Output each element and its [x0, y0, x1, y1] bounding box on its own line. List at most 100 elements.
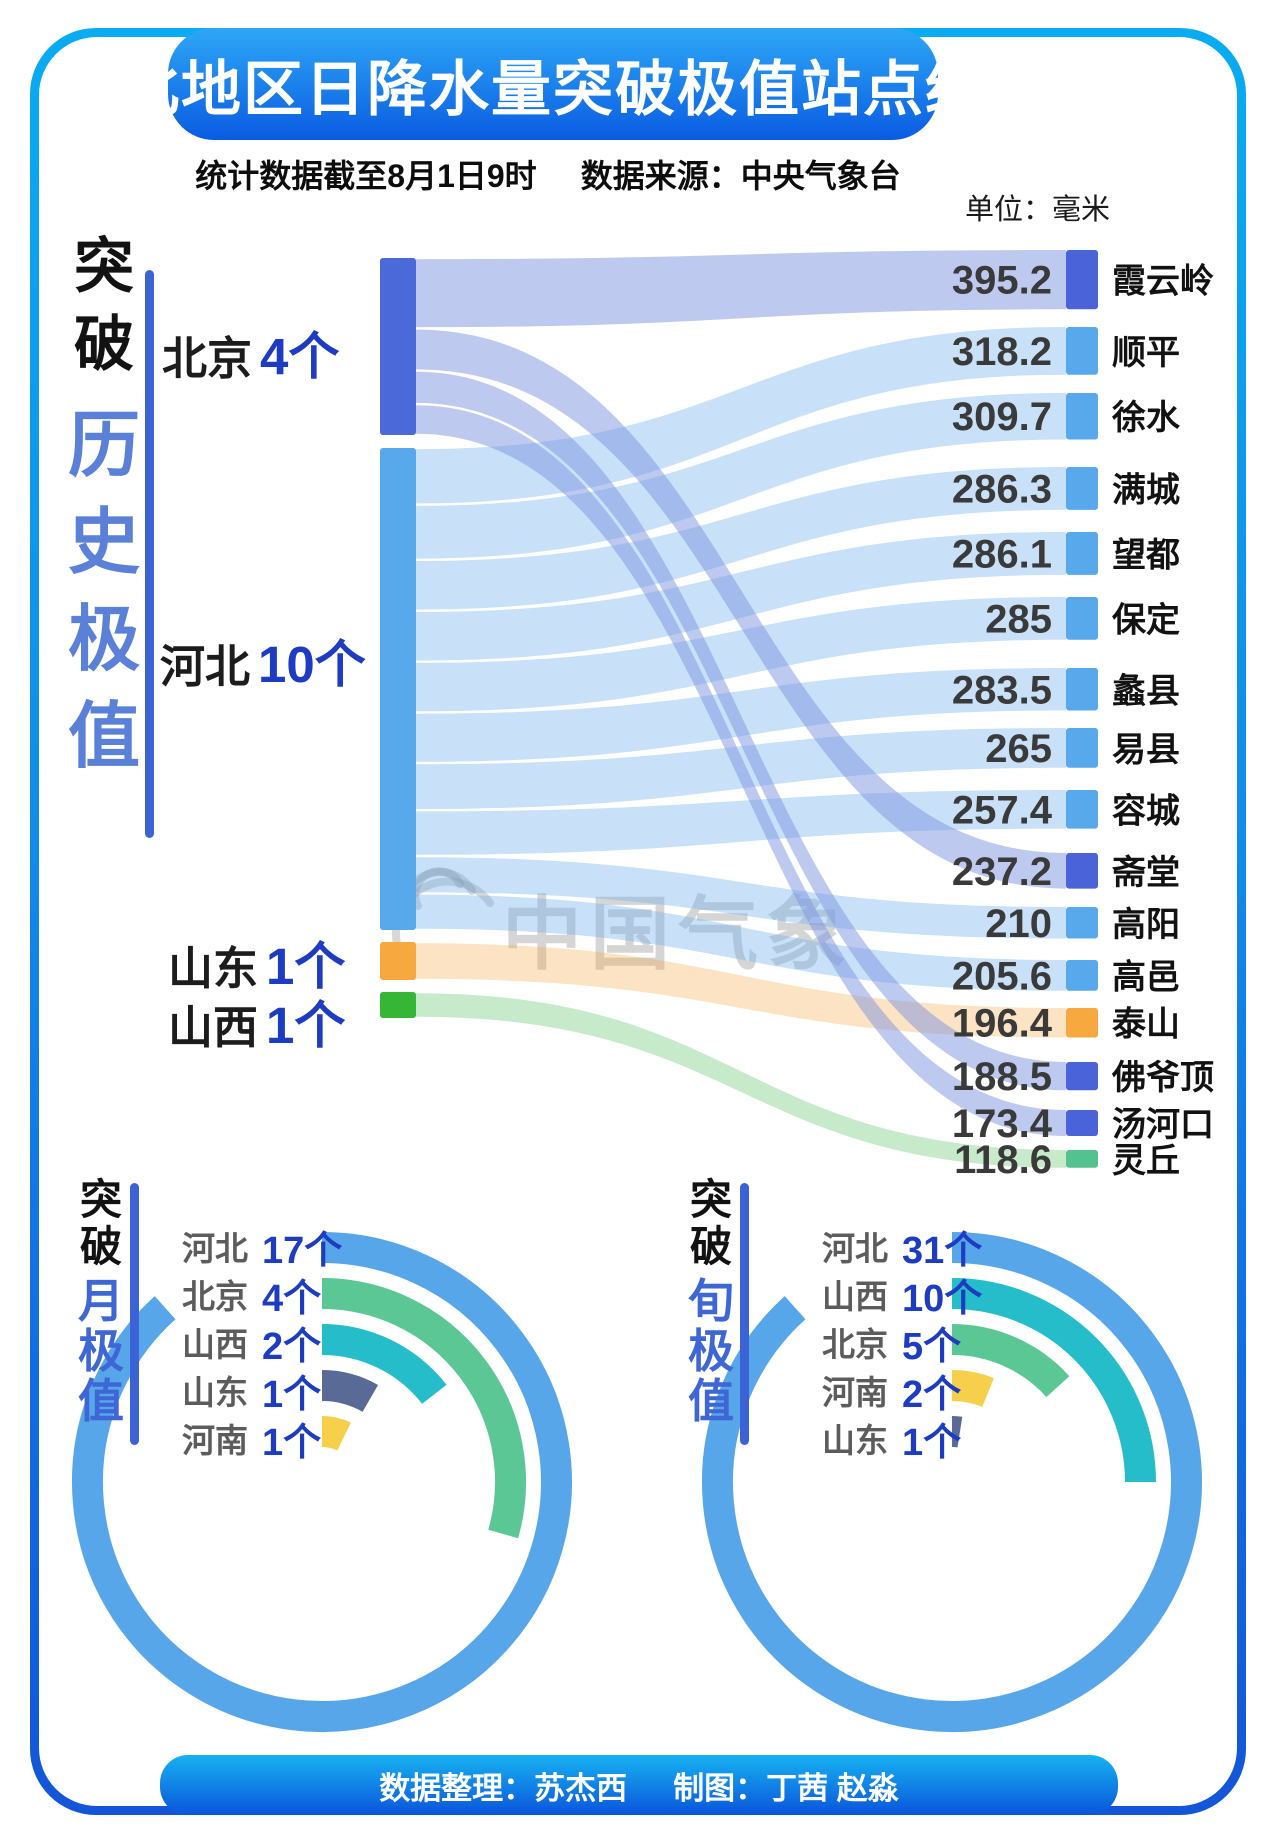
sankey-ribbons	[416, 250, 1066, 1168]
sankey-ribbon	[416, 393, 1066, 559]
station-name: 容城	[1112, 792, 1180, 830]
section-divider-history	[145, 270, 154, 838]
legend-province: 河南	[822, 1374, 888, 1411]
legend-province: 河南	[182, 1422, 248, 1459]
ring-arc	[951, 1278, 1156, 1483]
legend-count: 1个	[262, 1373, 322, 1416]
tag-black-part: 突破	[64, 228, 144, 384]
sankey-station-node	[1066, 1110, 1098, 1136]
ring-arc	[321, 1324, 447, 1405]
sankey-ribbon	[416, 405, 1066, 1136]
tag-char: 值	[688, 1375, 734, 1427]
ring-arc	[72, 1232, 572, 1732]
tag-char: 破	[689, 1223, 732, 1270]
subtitle-source: 数据来源：中央气象台	[580, 158, 901, 194]
tag-char: 旬	[688, 1275, 734, 1327]
sankey-station-node	[1066, 790, 1098, 829]
station-value: 205.6	[952, 954, 1052, 998]
station-name: 满城	[1112, 472, 1180, 510]
sankey-ribbon	[416, 993, 1066, 1168]
legend-count: 5个	[902, 1325, 962, 1368]
ring-arc	[951, 1416, 963, 1448]
page-border	[30, 28, 1246, 1815]
sankey-ribbon	[416, 857, 1066, 939]
page-title: 华北地区日降水量突破极值站点统计	[57, 55, 1049, 123]
sankey-station-node	[1066, 1008, 1098, 1038]
station-name: 高邑	[1112, 958, 1180, 996]
section-divider-month	[130, 1183, 139, 1445]
tag-black-part: 突破	[68, 1176, 134, 1270]
sankey-ribbon	[416, 467, 1066, 610]
sankey-station-node	[1066, 668, 1098, 711]
tag-char: 值	[78, 1375, 124, 1427]
station-value: 285	[985, 597, 1052, 641]
sankey-source-label: 北京 4个	[162, 315, 339, 389]
station-name: 保定	[1112, 601, 1180, 639]
sankey-source-bars	[380, 258, 416, 1018]
station-value: 265	[985, 727, 1052, 771]
subtitle: 统计数据截至8月1日9时 数据来源：中央气象台	[0, 151, 1096, 197]
station-value: 210	[985, 902, 1052, 946]
station-value: 286.1	[952, 533, 1052, 577]
legend-province: 河北	[822, 1230, 888, 1267]
source-station-count: 4个	[260, 328, 340, 385]
station-name: 汤河口	[1112, 1106, 1214, 1144]
legend-province: 山东	[822, 1422, 888, 1459]
unit-label: 单位：毫米	[964, 194, 1110, 226]
legend-row: 北京 4个	[158, 1270, 342, 1320]
legend-row: 河南 2个	[792, 1366, 982, 1416]
station-value: 283.5	[952, 668, 1052, 712]
ring-arc	[321, 1278, 526, 1539]
sankey-station-rows: 395.2 霞云岭 318.2 顺平 309.7 徐水 286.3 满城 286.1 望都 285 保…	[952, 250, 1214, 1182]
station-name: 泰山	[1112, 1006, 1180, 1044]
ring-arc	[951, 1324, 1070, 1398]
tag-blue-part: 历史极值	[64, 398, 144, 786]
legend-province: 山西	[822, 1278, 888, 1315]
section-title-xun-extreme: 突破旬极值	[678, 1176, 744, 1426]
source-station-count: 1个	[266, 938, 346, 995]
sankey-source-bar	[380, 448, 416, 930]
footer-banner: 数据整理：苏杰西 制图：丁茜 赵淼	[160, 1755, 1118, 1815]
source-province-name: 北京	[162, 333, 253, 384]
sankey-station-node	[1066, 1150, 1098, 1168]
sankey-ribbon	[416, 668, 1066, 762]
station-name: 顺平	[1112, 334, 1180, 372]
station-value: 286.3	[952, 468, 1052, 512]
sankey-source-label: 河北 10个	[160, 623, 366, 697]
tag-black-part: 突破	[678, 1176, 744, 1270]
ring-arc	[321, 1416, 351, 1451]
ring-arc	[702, 1232, 1202, 1732]
sankey-ribbon	[416, 329, 1066, 889]
legend-month-extreme: 河北 17个 北京 4个 山西 2个 山东 1个 河南 1个	[158, 1222, 342, 1464]
station-name: 佛爷顶	[1111, 1059, 1214, 1097]
legend-row: 山东 1个	[792, 1414, 982, 1464]
legend-row: 山东 1个	[158, 1366, 342, 1416]
station-name: 徐水	[1111, 399, 1181, 437]
tag-char: 突	[79, 1176, 122, 1223]
legend-row: 河南 1个	[158, 1414, 342, 1464]
legend-count: 31个	[902, 1229, 983, 1272]
legend-count: 2个	[902, 1373, 962, 1416]
station-name: 易县	[1112, 731, 1180, 769]
legend-count: 4个	[262, 1277, 322, 1320]
footer-chart-credit: 制图：丁茜 赵淼	[673, 1770, 899, 1806]
legend-row: 北京 5个	[792, 1318, 982, 1368]
station-name: 蠡县	[1112, 672, 1180, 710]
station-name: 望都	[1112, 537, 1180, 575]
sankey-source-bar	[380, 942, 416, 980]
legend-province: 河北	[182, 1230, 248, 1267]
station-value: 173.4	[952, 1102, 1053, 1146]
source-province-name: 山西	[168, 1002, 259, 1053]
source-province-name: 山东	[168, 943, 259, 994]
section-divider-xun	[740, 1183, 749, 1445]
legend-count: 1个	[262, 1421, 322, 1464]
sankey-station-node	[1066, 532, 1098, 575]
tag-char: 月	[78, 1275, 124, 1327]
legend-xun-extreme: 河北 31个 山西 10个 北京 5个 河南 2个 山东 1个	[792, 1222, 983, 1464]
tag-blue-part: 旬极值	[678, 1276, 744, 1426]
source-province-name: 河北	[160, 641, 251, 692]
sankey-station-node	[1066, 1062, 1098, 1091]
sankey-source-label: 山东 1个	[168, 925, 345, 999]
station-value: 318.2	[952, 330, 1052, 374]
